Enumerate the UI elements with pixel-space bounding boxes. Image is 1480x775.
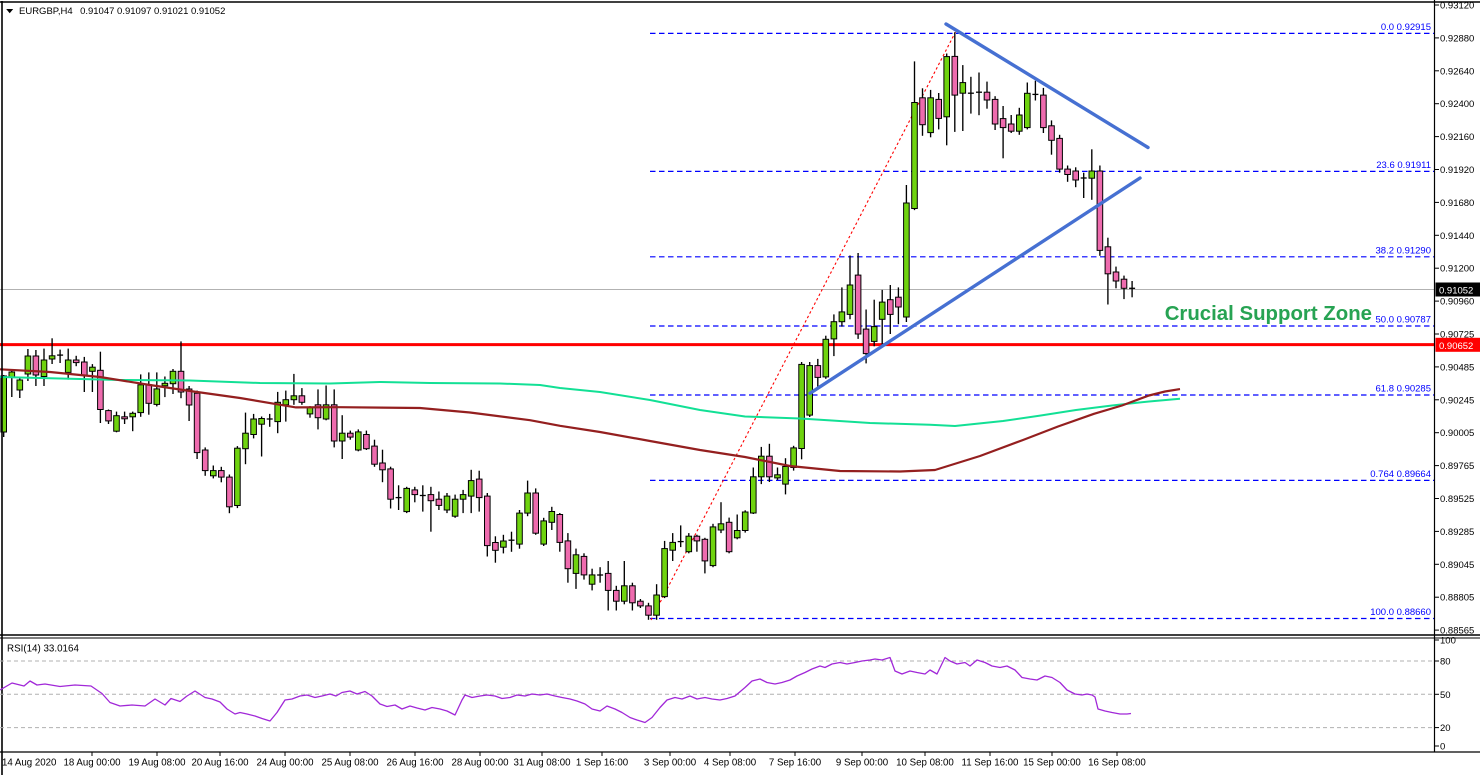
svg-text:16 Sep 08:00: 16 Sep 08:00 <box>1088 758 1146 769</box>
svg-text:3 Sep 00:00: 3 Sep 00:00 <box>644 758 697 769</box>
svg-text:0.91680: 0.91680 <box>1440 198 1474 209</box>
svg-text:11 Sep 16:00: 11 Sep 16:00 <box>962 758 1020 769</box>
svg-text:100.0 0.88660: 100.0 0.88660 <box>1370 607 1431 618</box>
svg-text:1 Sep 16:00: 1 Sep 16:00 <box>576 758 629 769</box>
svg-text:0.88805: 0.88805 <box>1440 593 1474 604</box>
svg-text:38.2 0.91290: 38.2 0.91290 <box>1376 245 1431 256</box>
svg-text:24 Aug 00:00: 24 Aug 00:00 <box>256 758 314 769</box>
svg-text:7 Sep 16:00: 7 Sep 16:00 <box>769 758 822 769</box>
svg-text:50.0 0.90787: 50.0 0.90787 <box>1376 315 1431 326</box>
svg-text:0.90245: 0.90245 <box>1440 395 1474 406</box>
svg-text:20: 20 <box>1440 723 1451 734</box>
svg-text:0.92400: 0.92400 <box>1440 99 1474 110</box>
svg-text:RSI(14) 33.0164: RSI(14) 33.0164 <box>7 644 79 655</box>
svg-text:0: 0 <box>1440 742 1445 753</box>
svg-text:Crucial Support Zone: Crucial Support Zone <box>1165 303 1372 325</box>
svg-text:0.89765: 0.89765 <box>1440 461 1474 472</box>
svg-text:9 Sep 00:00: 9 Sep 00:00 <box>836 758 889 769</box>
svg-text:0.90725: 0.90725 <box>1440 330 1474 341</box>
svg-text:0.92880: 0.92880 <box>1440 33 1474 44</box>
svg-text:26 Aug 16:00: 26 Aug 16:00 <box>386 758 444 769</box>
svg-text:0.90005: 0.90005 <box>1440 428 1474 439</box>
svg-text:0.89045: 0.89045 <box>1440 560 1474 571</box>
svg-text:80: 80 <box>1440 657 1451 668</box>
svg-text:0.93120: 0.93120 <box>1440 1 1474 12</box>
svg-text:0.90485: 0.90485 <box>1440 362 1474 373</box>
svg-text:14 Aug 2020: 14 Aug 2020 <box>2 758 57 769</box>
svg-text:0.764 0.89664: 0.764 0.89664 <box>1370 469 1431 480</box>
svg-text:23.6 0.91911: 23.6 0.91911 <box>1376 160 1431 171</box>
svg-text:50: 50 <box>1440 690 1451 701</box>
svg-text:15 Sep 00:00: 15 Sep 00:00 <box>1023 758 1081 769</box>
svg-text:0.92640: 0.92640 <box>1440 66 1474 77</box>
svg-text:20 Aug 16:00: 20 Aug 16:00 <box>191 758 249 769</box>
svg-text:0.88565: 0.88565 <box>1440 626 1474 637</box>
svg-text:18 Aug 00:00: 18 Aug 00:00 <box>63 758 121 769</box>
svg-text:EURGBP,H4 0.91047 0.91097 0.9: EURGBP,H4 0.91047 0.91097 0.91021 0.9105… <box>19 6 225 17</box>
svg-text:0.90652: 0.90652 <box>1439 341 1473 352</box>
svg-text:0.90960: 0.90960 <box>1440 297 1474 308</box>
svg-text:61.8 0.90285: 61.8 0.90285 <box>1376 384 1431 395</box>
svg-text:28 Aug 00:00: 28 Aug 00:00 <box>451 758 509 769</box>
svg-text:0.89285: 0.89285 <box>1440 527 1474 538</box>
svg-text:0.91440: 0.91440 <box>1440 231 1474 242</box>
svg-text:0.89525: 0.89525 <box>1440 494 1474 505</box>
svg-text:0.91052: 0.91052 <box>1439 286 1473 297</box>
svg-text:25 Aug 08:00: 25 Aug 08:00 <box>321 758 379 769</box>
svg-text:10 Sep 08:00: 10 Sep 08:00 <box>896 758 954 769</box>
svg-text:0.91920: 0.91920 <box>1440 165 1474 176</box>
svg-text:100: 100 <box>1440 636 1456 647</box>
svg-text:31 Aug 08:00: 31 Aug 08:00 <box>513 758 571 769</box>
svg-text:0.0 0.92915: 0.0 0.92915 <box>1381 22 1431 33</box>
svg-text:0.91200: 0.91200 <box>1440 264 1474 275</box>
svg-text:4 Sep 08:00: 4 Sep 08:00 <box>704 758 757 769</box>
svg-text:19 Aug 08:00: 19 Aug 08:00 <box>128 758 186 769</box>
svg-text:0.92160: 0.92160 <box>1440 132 1474 143</box>
